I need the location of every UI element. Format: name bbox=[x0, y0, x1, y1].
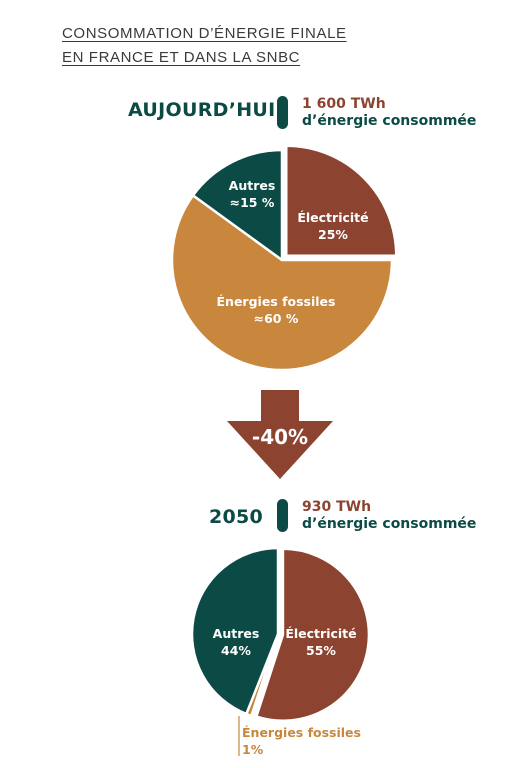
down-arrow-icon bbox=[227, 390, 333, 479]
today-label-energies-fossiles-value: ≈60 % bbox=[254, 311, 299, 326]
future-label-autres-value: 44% bbox=[221, 643, 251, 658]
today-label-energies-fossiles: Énergies fossiles ≈60 % bbox=[217, 294, 336, 326]
future-label-autres: Autres 44% bbox=[213, 626, 260, 658]
future-slice-autres bbox=[190, 546, 280, 716]
future-pill bbox=[277, 499, 288, 532]
today-pill bbox=[277, 96, 288, 129]
future-label-energies-fossiles: Énergies fossiles 1% bbox=[242, 725, 361, 757]
future-label-energies-fossiles-value: 1% bbox=[242, 742, 264, 757]
today-label-autres-name: Autres bbox=[229, 178, 276, 193]
today-label-electricite-value: 25% bbox=[318, 227, 348, 242]
today-label-electricite: Électricité 25% bbox=[297, 210, 368, 242]
future-heading: 2050 bbox=[209, 506, 264, 528]
today-label-autres: Autres ≈15 % bbox=[229, 178, 276, 210]
today-slice-autres bbox=[191, 148, 284, 262]
today-label-energies-fossiles-name: Énergies fossiles bbox=[217, 294, 336, 309]
today-label-autres-value: ≈15 % bbox=[230, 195, 275, 210]
title-line-1: CONSOMMATION D’ÉNERGIE FINALE bbox=[62, 25, 347, 42]
future-label-energies-fossiles-name: Énergies fossiles bbox=[242, 725, 361, 740]
future-energy-total: 930 TWh d’énergie consommée bbox=[302, 499, 476, 533]
future-energy-value: 930 TWh bbox=[302, 499, 372, 515]
chart-title: CONSOMMATION D’ÉNERGIE FINALE EN FRANCE … bbox=[62, 22, 347, 70]
today-energy-text: d’énergie consommée bbox=[302, 113, 477, 129]
today-slice-electricite bbox=[284, 144, 398, 258]
title-line-2: EN FRANCE ET DANS LA SNBC bbox=[62, 49, 301, 66]
today-label-electricite-name: Électricité bbox=[297, 210, 368, 225]
future-label-electricite: Électricité 55% bbox=[285, 626, 356, 658]
future-label-electricite-value: 55% bbox=[306, 643, 336, 658]
today-slice-energies-fossiles bbox=[170, 194, 394, 372]
today-energy-value: 1 600 TWh bbox=[302, 96, 386, 112]
future-slice-electricite bbox=[255, 547, 371, 722]
today-energy-total: 1 600 TWh d’énergie consommée bbox=[302, 96, 476, 130]
reduction-label: -40% bbox=[252, 425, 308, 449]
future-energy-text: d’énergie consommée bbox=[302, 516, 477, 532]
today-heading: AUJOURD’HUI bbox=[128, 99, 276, 121]
future-label-electricite-name: Électricité bbox=[285, 626, 356, 641]
future-label-autres-name: Autres bbox=[213, 626, 260, 641]
